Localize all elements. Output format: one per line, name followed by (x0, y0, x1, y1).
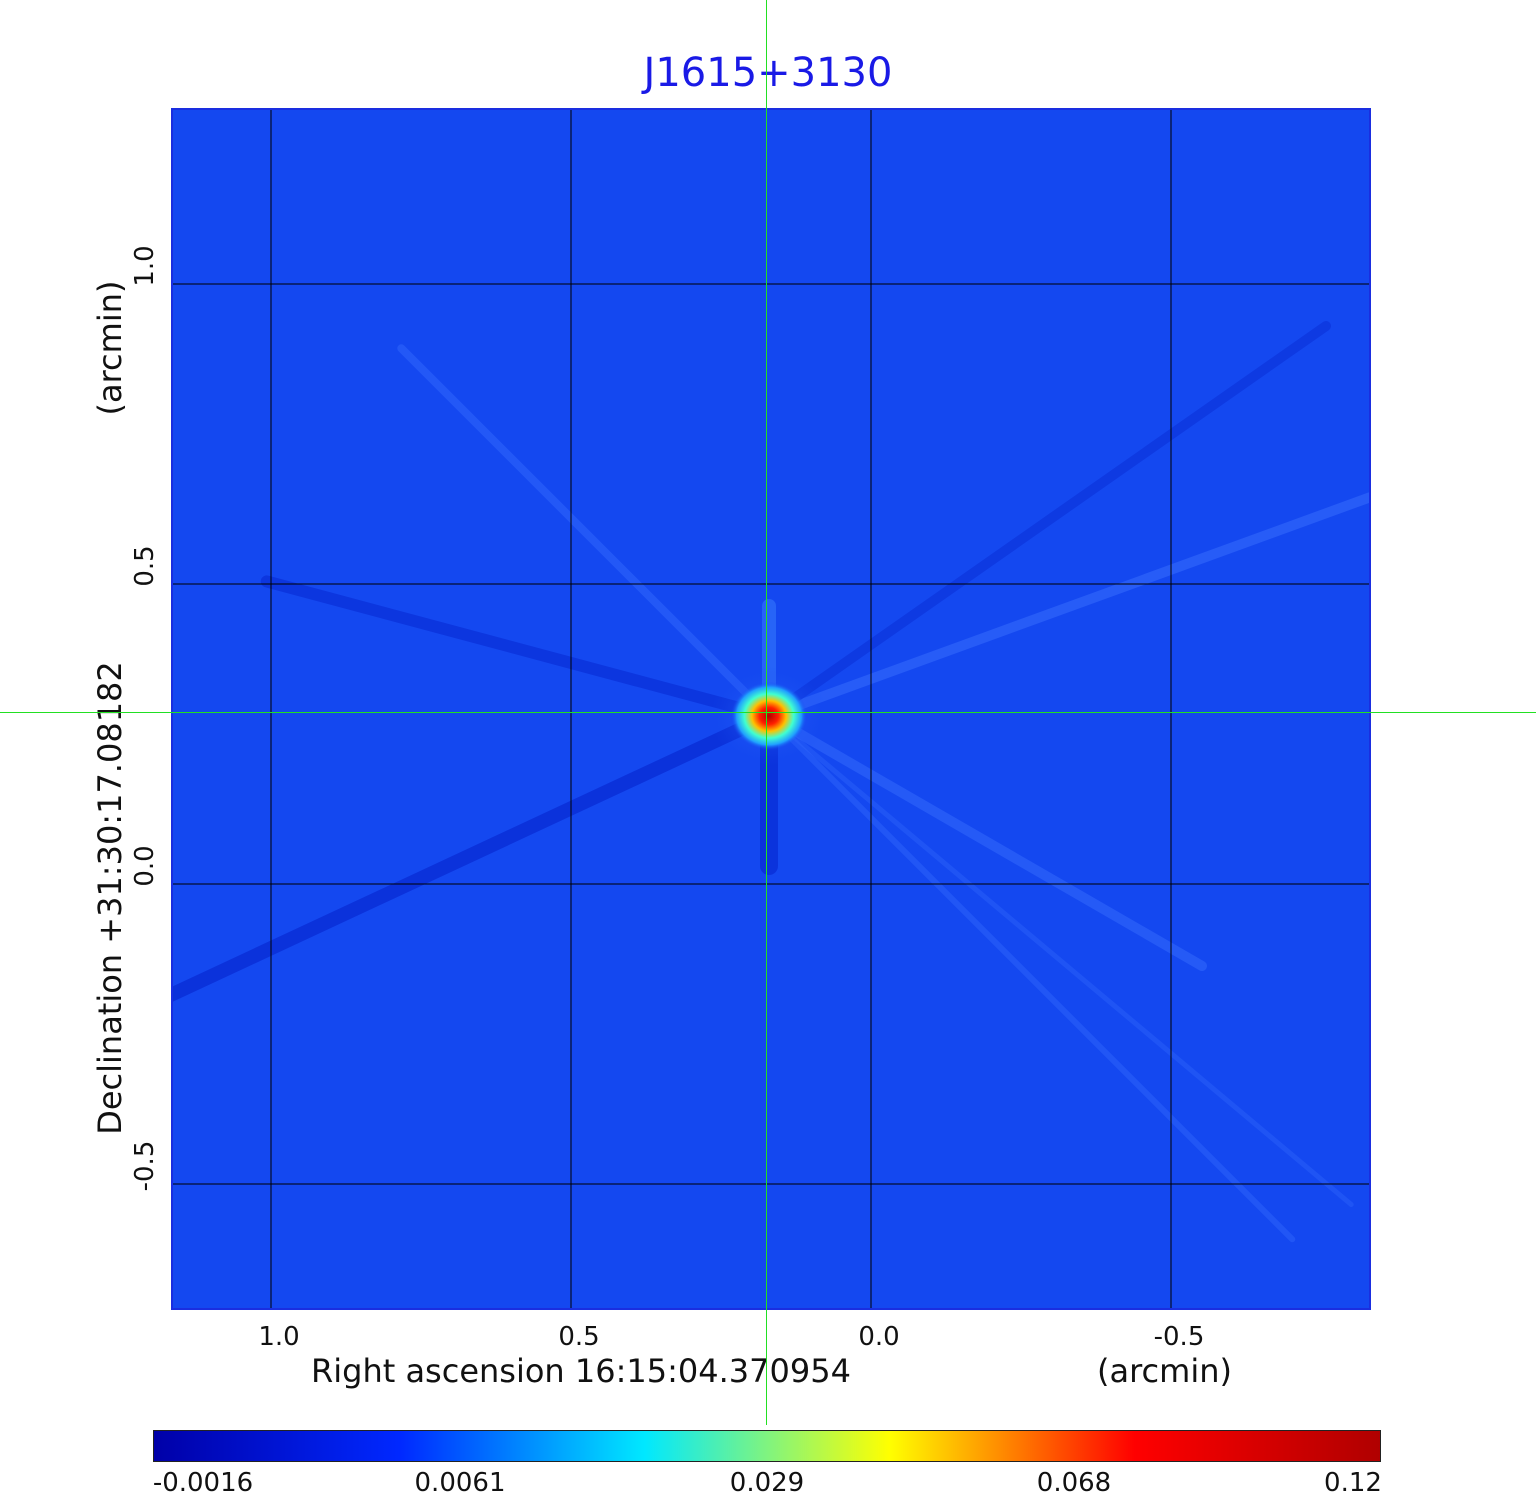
x-tick-label: 1.0 (258, 1322, 300, 1352)
sidelobe-streak-9 (766, 713, 1354, 1208)
image-svg (173, 110, 1369, 1308)
x-axis-label: Right ascension 16:15:04.370954 (311, 1352, 851, 1390)
colorbar (153, 1430, 1381, 1462)
sidelobe-streak-8 (766, 713, 1296, 1243)
colorbar-label: 0.0061 (414, 1468, 506, 1498)
sidelobe-streak-1 (260, 575, 775, 722)
colorbar-label: 0.12 (1324, 1468, 1382, 1498)
crosshair-horizontal (0, 712, 1536, 713)
colorbar-label: 0.029 (729, 1468, 805, 1498)
coordinate-grid (173, 110, 1369, 1308)
image-plot[interactable] (171, 108, 1371, 1310)
colorbar-label: 0.068 (1036, 1468, 1112, 1498)
image-title: J1615+3130 (643, 50, 893, 96)
colorbar-label: -0.0016 (152, 1468, 254, 1498)
sidelobe-streak-3 (764, 492, 1369, 721)
x-tick-label: 0.5 (558, 1322, 600, 1352)
sidelobe-streak-4 (764, 320, 1332, 721)
x-tick-label: 0.0 (858, 1322, 900, 1352)
y-axis-label: Declination +31:30:17.08182 (91, 661, 129, 1135)
y-tick-label: 0.0 (130, 845, 160, 887)
sidelobe-streak-0 (173, 709, 776, 1002)
radio-source (731, 682, 807, 750)
sidelobe-streak-5 (764, 711, 1208, 971)
x-axis-unit: (arcmin) (1097, 1352, 1232, 1390)
y-tick-label: 0.5 (130, 545, 160, 587)
sidelobe-streak-6 (397, 344, 773, 720)
y-tick-label: 1.0 (130, 245, 160, 287)
x-tick-label: -0.5 (1153, 1322, 1205, 1352)
y-tick-label: -0.5 (130, 1140, 160, 1192)
y-axis-unit: (arcmin) (91, 280, 129, 416)
